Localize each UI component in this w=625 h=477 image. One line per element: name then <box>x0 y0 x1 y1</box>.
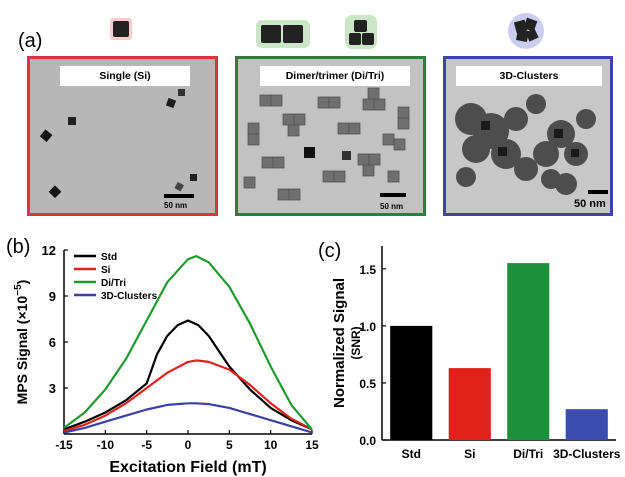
bar-3 <box>507 263 550 440</box>
legend-label: Si <box>101 265 111 276</box>
legend-label: Std <box>101 252 117 263</box>
x-tick-label: Si <box>464 447 475 461</box>
x-tick-label: Di/Tri <box>513 447 543 461</box>
y-tick-label: 1.5 <box>359 263 376 277</box>
scale-bar <box>588 190 608 194</box>
y-tick-label: 0.0 <box>359 434 376 448</box>
y-axis-label: Normalized Signal <box>331 278 348 408</box>
scale-bar <box>164 194 194 198</box>
y-tick-label: 12 <box>42 243 56 258</box>
scale-label: 50 nm <box>380 202 404 211</box>
y-tick-label: 3 <box>49 381 56 396</box>
x-tick-label: 5 <box>226 438 233 452</box>
x-tick-label: 3D-Clusters <box>553 447 621 461</box>
y-axis-label-unit: (SNR) <box>349 326 363 359</box>
tem-image-single: Single (Si) 50 nm <box>27 56 218 216</box>
nanocubes-clusters <box>455 94 596 195</box>
tem-title-3d-clusters: 3D-Clusters <box>456 66 602 86</box>
series-line-2 <box>63 359 313 432</box>
panel-c-label: (c) <box>318 240 342 262</box>
bar-1 <box>390 325 433 440</box>
series-line-3 <box>63 255 313 431</box>
tem-title-dimer-trimer: Dimer/trimer (Di/Tri) <box>260 66 410 86</box>
legend-label: Di/Tri <box>101 278 126 289</box>
cluster-cubes-icon <box>508 13 544 49</box>
legend-label: 3D-Clusters <box>101 291 158 302</box>
series-line-1 <box>63 319 313 431</box>
panel-a-label: (a) <box>18 30 43 52</box>
dimer-cubes-icon <box>256 20 310 48</box>
scale-bar <box>380 193 406 197</box>
y-tick-label: 9 <box>49 289 56 304</box>
bar-4 <box>565 409 608 440</box>
x-tick-label: -10 <box>97 438 115 452</box>
x-axis-label: Excitation Field (mT) <box>109 459 266 476</box>
x-tick-label: 10 <box>264 438 278 452</box>
nanocubes-single <box>39 89 197 199</box>
y-tick-label: 0.5 <box>359 377 376 391</box>
panel-b-label: (b) <box>6 236 31 258</box>
single-cube-icon <box>110 18 132 40</box>
x-tick-label: 0 <box>185 438 192 452</box>
mps-signal-chart: -15 -10 -5 0 5 10 15 3 6 9 12 Excitation Field (mT)… <box>13 243 319 476</box>
x-tick-label: 15 <box>305 438 319 452</box>
normalized-signal-chart: 0.0 0.5 1.0 1.5 Std Si Di/Tri 3D-Clusters Normal… <box>331 246 621 461</box>
tem-title-single: Single (Si) <box>60 66 190 86</box>
tem-image-3d-clusters: 3D-Clusters 50 nm <box>443 56 613 216</box>
tem-image-dimer-trimer: Dimer/trimer (Di/Tri) 50 nm <box>235 56 426 216</box>
nanocubes-dimer-trimer <box>243 87 410 201</box>
bar-2 <box>448 368 491 440</box>
x-tick-label: -5 <box>141 438 152 452</box>
scale-label: 50 nm <box>574 198 606 210</box>
series-line-4 <box>63 402 313 434</box>
x-tick-label: Std <box>402 447 421 461</box>
trimer-cubes-icon <box>345 15 377 49</box>
x-tick-label: -15 <box>55 438 73 452</box>
y-tick-label: 6 <box>49 335 56 350</box>
y-tick-label: 1.0 <box>359 320 376 334</box>
y-axis-label: MPS Signal (×10−5) <box>13 280 30 405</box>
scale-label: 50 nm <box>164 201 188 210</box>
